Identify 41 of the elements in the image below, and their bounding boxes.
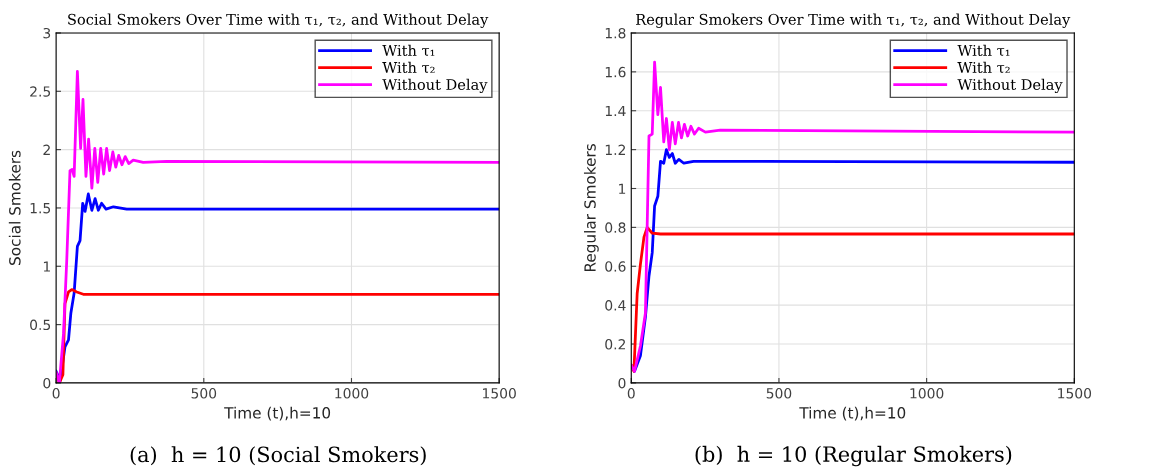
y-tick-label: 0 [43, 377, 51, 389]
legend-label: Without Delay [382, 78, 488, 94]
x-tick-label: 500 [191, 388, 217, 399]
y-tick-label: 1.2 [605, 144, 626, 155]
x-tick-label: 500 [766, 388, 792, 399]
y-axis-title: Regular Smokers [583, 144, 599, 272]
legend-label: With τ₁ [382, 44, 435, 56]
y-tick-label: 1 [619, 183, 626, 194]
x-tick-label: 0 [52, 388, 60, 399]
x-tick-label: 1000 [335, 388, 369, 399]
chart-title: Regular Smokers Over Time with τ₁, τ₂, and Without Delay [636, 13, 1071, 28]
y-tick-label: 3 [43, 27, 51, 39]
y-tick-label: 2 [43, 144, 50, 155]
x-tick-label: 0 [627, 388, 635, 399]
y-tick-label: 1.5 [30, 203, 51, 214]
y-tick-label: 0.8 [605, 222, 626, 233]
y-tick-label: 0.2 [605, 339, 626, 350]
y-tick-label: 1.8 [605, 27, 626, 39]
y-tick-label: 0 [618, 377, 626, 389]
text: (b) h = 10 (Regular Smokers) [695, 445, 1012, 467]
y-tick-label: 0.4 [605, 300, 626, 311]
legend-label: With τ₁ [957, 44, 1010, 56]
line-series [631, 60, 1075, 373]
x-tick-label: 1500 [1058, 388, 1092, 399]
chart-title: Social Smokers Over Time with τ₁, τ₂, and Without Delay [68, 13, 489, 28]
x-tick-label: 1500 [483, 388, 516, 399]
text: (a) h = 10 (Social Smokers) [130, 446, 426, 466]
x-tick-label: 1000 [910, 388, 944, 399]
y-tick-label: 2.5 [30, 86, 51, 97]
legend-label: Without Delay [957, 78, 1063, 94]
legend-label: With τ₂ [957, 61, 1010, 73]
y-tick-label: 1.4 [605, 105, 626, 117]
y-tick-label: 1 [43, 261, 50, 272]
legend-label: With τ₂ [382, 61, 435, 73]
x-axis-title: Time (t),h=10 [799, 406, 906, 421]
y-tick-label: 0.6 [605, 261, 626, 272]
y-tick-label: 1.6 [605, 66, 626, 78]
y-axis-title: Social Smokers [8, 150, 21, 265]
y-tick-label: 0.5 [30, 319, 51, 331]
line-series [631, 226, 1075, 373]
x-axis-title: Time (t),h=10 [224, 406, 331, 421]
